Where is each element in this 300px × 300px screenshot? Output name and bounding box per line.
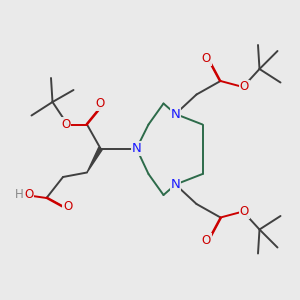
Text: O: O: [240, 80, 249, 94]
Text: O: O: [202, 233, 211, 247]
Text: N: N: [171, 178, 180, 191]
Text: H: H: [14, 188, 23, 202]
Text: N: N: [132, 142, 141, 155]
Text: O: O: [61, 118, 70, 131]
Text: O: O: [25, 188, 34, 202]
Text: O: O: [240, 205, 249, 218]
Text: N: N: [171, 107, 180, 121]
Text: O: O: [202, 52, 211, 65]
Polygon shape: [87, 148, 102, 172]
Text: O: O: [63, 200, 72, 214]
Text: O: O: [96, 97, 105, 110]
